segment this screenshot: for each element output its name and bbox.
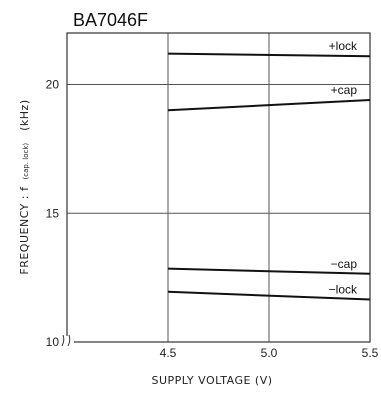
series-line-2 xyxy=(167,267,371,275)
series-label-2: −cap xyxy=(331,257,358,271)
series-line-3 xyxy=(167,290,371,301)
chart-title: BA7046F xyxy=(73,10,148,30)
series-label-1: +cap xyxy=(331,83,358,97)
svg-text:FREQUENCY : f (cap. lock: FREQUENCY : f (cap. lock) (kHz) xyxy=(15,99,32,274)
x-tick-label: 5.5 xyxy=(362,346,379,360)
x-tick-label: 5.0 xyxy=(261,346,278,360)
series-labels: +lock +cap −cap −lock xyxy=(329,39,358,296)
series-label-3: −lock xyxy=(329,283,358,297)
y-tick-label: 10 xyxy=(46,335,60,349)
series-layer xyxy=(167,52,371,301)
series-label-0: +lock xyxy=(329,39,358,53)
y-axis-label-main: FREQUENCY : f xyxy=(18,186,31,275)
grid xyxy=(67,33,370,342)
y-axis-label: FREQUENCY : f (cap. lock) (kHz) xyxy=(15,99,32,274)
y-axis-label-sub: (cap. lock) xyxy=(22,143,30,180)
y-tick-label: 15 xyxy=(46,206,60,220)
y-tick-label: 20 xyxy=(46,78,60,92)
series-line-1 xyxy=(167,99,371,112)
tick-labels: 4.5 5.0 5.5 10 15 20 xyxy=(46,78,379,361)
y-axis-label-unit: (kHz) xyxy=(18,99,31,131)
x-axis-label: SUPPLY VOLTAGE (V) xyxy=(151,374,272,387)
series-line-0 xyxy=(167,52,371,58)
axis-break-mark xyxy=(60,334,74,347)
x-tick-label: 4.5 xyxy=(160,346,177,360)
plot-frame xyxy=(66,32,371,343)
